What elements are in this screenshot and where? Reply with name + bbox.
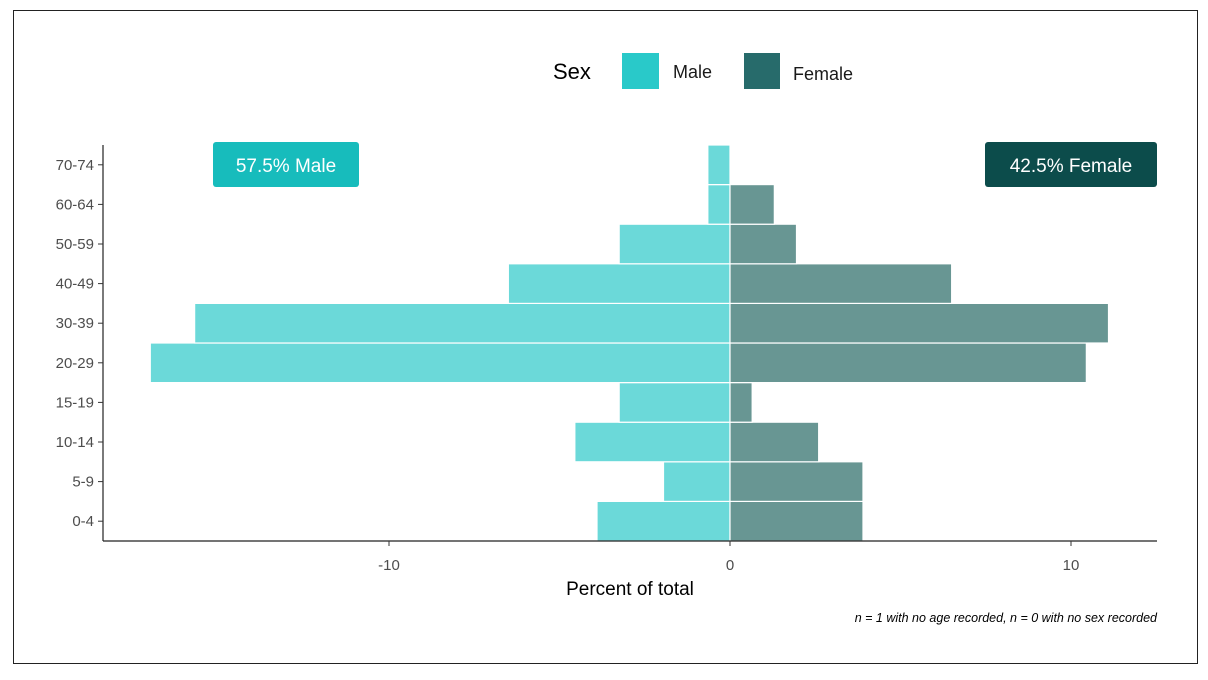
y-tick-label-40-49: 40-49 [56, 276, 94, 293]
female-total-badge: 42.5% Female [985, 142, 1157, 187]
x-tick-label--10: -10 [378, 557, 400, 574]
y-tick-label-70-74: 70-74 [56, 157, 94, 174]
y-tick-label-10-14: 10-14 [56, 434, 94, 451]
bar-male-40-49 [507, 263, 731, 304]
y-tick-label-60-64: 60-64 [56, 196, 94, 213]
bar-male-50-59 [618, 223, 731, 265]
legend-label-female: Female [793, 64, 853, 84]
legend: Sex Male Female [553, 53, 853, 89]
bar-male-20-29 [149, 342, 731, 384]
bar-female-50-59 [729, 223, 798, 265]
x-tick-label-10: 10 [1063, 557, 1080, 574]
female-total-badge-label: 42.5% Female [1010, 156, 1133, 177]
bar-male-30-39 [194, 302, 731, 344]
bar-female-40-49 [729, 263, 953, 304]
bar-female-60-64 [729, 184, 775, 225]
bar-male-60-64 [707, 184, 731, 225]
x-tick-label-0: 0 [726, 557, 734, 574]
x-axis-title: Percent of total [566, 579, 694, 600]
bar-female-20-29 [729, 342, 1087, 384]
y-tick-label-30-39: 30-39 [56, 315, 94, 332]
y-tick-label-5-9: 5-9 [72, 474, 94, 491]
legend-label-male: Male [673, 62, 712, 82]
male-total-badge: 57.5% Male [213, 142, 359, 187]
y-tick-label-50-59: 50-59 [56, 236, 94, 253]
x-axis: -10 0 10 [103, 540, 1157, 574]
legend-title: Sex [553, 59, 591, 84]
y-tick-label-0-4: 0-4 [72, 513, 94, 530]
bar-male-0-4 [596, 500, 731, 542]
bar-female-5-9 [729, 461, 864, 502]
y-tick-label-15-19: 15-19 [56, 394, 94, 411]
bar-female-30-39 [729, 302, 1110, 344]
legend-swatch-male [622, 53, 659, 89]
female-total-badge-background [985, 142, 1157, 187]
chart-caption: n = 1 with no age recorded, n = 0 with n… [855, 611, 1158, 625]
y-axis: 0-4 5-9 10-14 15-19 20-29 30-39 40-49 50-59 60-6… [56, 145, 104, 541]
bar-female-15-19 [729, 382, 753, 423]
y-tick-label-20-29: 20-29 [56, 355, 94, 372]
bar-male-5-9 [662, 461, 731, 502]
male-total-badge-label: 57.5% Male [236, 156, 336, 177]
bar-male-15-19 [618, 382, 731, 423]
bar-female-10-14 [729, 421, 820, 463]
bar-male-10-14 [574, 421, 731, 463]
male-total-badge-background [213, 142, 359, 187]
legend-swatch-female [744, 53, 780, 89]
bar-group [149, 144, 1110, 542]
bar-male-70-74 [707, 144, 731, 186]
bar-female-0-4 [729, 500, 864, 542]
